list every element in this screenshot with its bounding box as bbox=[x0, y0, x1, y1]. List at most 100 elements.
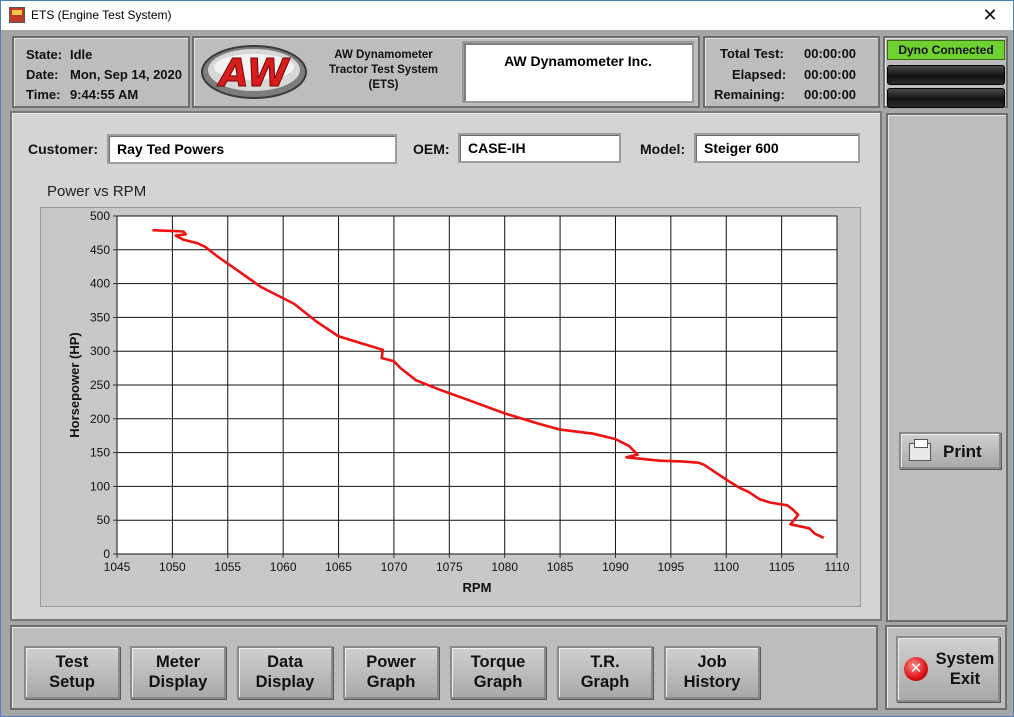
nav-label-line1: Data bbox=[267, 653, 303, 671]
state-value: Idle bbox=[70, 47, 93, 62]
company-display: AW Dynamometer Inc. bbox=[462, 41, 694, 103]
y-tick-label: 300 bbox=[90, 344, 110, 358]
y-tick-label: 100 bbox=[90, 479, 110, 493]
y-axis-label: Horsepower (HP) bbox=[67, 332, 82, 437]
close-circle-icon: ✕ bbox=[904, 657, 928, 681]
close-icon[interactable]: ✕ bbox=[982, 5, 998, 25]
horsepower-series-line bbox=[152, 228, 825, 539]
elapsed-label: Elapsed: bbox=[732, 67, 787, 82]
model-label: Model: bbox=[640, 141, 686, 157]
exit-label: System Exit bbox=[932, 649, 998, 689]
test-setup-button[interactable]: Test Setup bbox=[24, 646, 120, 699]
nav-label-line2: Display bbox=[148, 673, 208, 691]
x-tick-label: 1055 bbox=[214, 560, 241, 574]
aw-logo: AW bbox=[201, 45, 307, 99]
y-tick-label: 200 bbox=[90, 412, 110, 426]
remaining-value: 00:00:00 bbox=[804, 87, 857, 102]
x-tick-label: 1085 bbox=[547, 560, 574, 574]
exit-panel: ✕ System Exit bbox=[885, 625, 1007, 710]
nav-label-line1: T.R. bbox=[590, 653, 620, 671]
data-display-button[interactable]: Data Display bbox=[237, 646, 333, 699]
power-graph-button[interactable]: Power Graph bbox=[343, 646, 439, 699]
time-label: Time: bbox=[26, 87, 61, 102]
indicator-led-1 bbox=[887, 65, 1005, 85]
subtitle-line-2: Tractor Test System bbox=[328, 64, 439, 76]
x-axis-label: RPM bbox=[463, 580, 492, 595]
nav-label-line1: Power bbox=[366, 653, 416, 671]
side-panel: Print bbox=[886, 113, 1008, 622]
printer-icon bbox=[909, 439, 931, 461]
y-tick-label: 0 bbox=[103, 547, 110, 561]
system-exit-button[interactable]: ✕ System Exit bbox=[896, 636, 1000, 702]
nav-label-line2: Display bbox=[255, 673, 315, 691]
y-tick-label: 400 bbox=[90, 277, 110, 291]
print-button-label: Print bbox=[943, 442, 982, 461]
logo-text: AW bbox=[216, 51, 290, 95]
title-bar: ETS (Engine Test System) ✕ bbox=[1, 1, 1013, 30]
subtitle-line-3: (ETS) bbox=[368, 79, 399, 91]
system-subtitle: AW Dynamometer Tractor Test System (ETS) bbox=[316, 48, 451, 93]
y-tick-label: 50 bbox=[97, 513, 111, 527]
customer-field[interactable]: Ray Ted Powers bbox=[107, 134, 397, 164]
x-tick-label: 1110 bbox=[825, 560, 850, 574]
x-tick-label: 1095 bbox=[657, 560, 684, 574]
x-tick-label: 1075 bbox=[436, 560, 463, 574]
brand-panel: AW AW Dynamometer Tractor Test System (E… bbox=[192, 36, 700, 108]
time-value: 9:44:55 AM bbox=[70, 87, 139, 102]
torque-graph-button[interactable]: Torque Graph bbox=[450, 646, 546, 699]
power-vs-rpm-chart: 1045 1050 1055 1060 1065 1070 1075 1080 1085 1090… bbox=[67, 209, 850, 595]
oem-field[interactable]: CASE-IH bbox=[458, 133, 621, 163]
meter-display-button[interactable]: Meter Display bbox=[130, 646, 226, 699]
total-test-value: 00:00:00 bbox=[804, 46, 857, 61]
exit-label-line2: Exit bbox=[949, 670, 981, 688]
x-tick-label: 1090 bbox=[602, 560, 629, 574]
y-tick-label: 150 bbox=[90, 446, 110, 460]
window-title: ETS (Engine Test System) bbox=[31, 8, 172, 22]
x-tick-label: 1070 bbox=[381, 560, 408, 574]
nav-label-line2: History bbox=[683, 673, 741, 691]
x-tick-label: 1105 bbox=[769, 560, 795, 574]
x-tick-label: 1065 bbox=[325, 560, 352, 574]
total-test-label: Total Test: bbox=[720, 46, 784, 61]
x-tick-label: 1045 bbox=[104, 560, 131, 574]
dyno-connected-badge: Dyno Connected bbox=[887, 40, 1005, 60]
date-label: Date: bbox=[26, 67, 59, 82]
nav-label-line1: Meter bbox=[155, 653, 200, 671]
nav-label-line2: Graph bbox=[473, 673, 523, 691]
timer-panel: Total Test: 00:00:00 Elapsed: 00:00:00 R… bbox=[703, 36, 880, 108]
elapsed-value: 00:00:00 bbox=[804, 67, 857, 82]
tr-graph-button[interactable]: T.R. Graph bbox=[557, 646, 653, 699]
y-tick-label: 250 bbox=[90, 378, 110, 392]
x-tick-label: 1100 bbox=[713, 560, 739, 574]
main-panel: Customer: Ray Ted Powers OEM: CASE-IH Mo… bbox=[10, 111, 882, 621]
y-tick-label: 450 bbox=[90, 243, 110, 257]
y-tick-label: 350 bbox=[90, 310, 110, 324]
x-tick-label: 1060 bbox=[270, 560, 297, 574]
x-tick-label: 1050 bbox=[159, 560, 186, 574]
nav-label-line1: Torque bbox=[470, 653, 526, 671]
status-panel: State: Idle Date: Mon, Sep 14, 2020 Time… bbox=[12, 36, 190, 108]
company-name: AW Dynamometer Inc. bbox=[504, 53, 652, 69]
chart-frame: 1045 1050 1055 1060 1065 1070 1075 1080 1085 1090… bbox=[40, 207, 861, 607]
print-button[interactable]: Print bbox=[899, 432, 1001, 469]
graph-title: Power vs RPM bbox=[47, 183, 147, 200]
oem-label: OEM: bbox=[413, 141, 450, 157]
model-field[interactable]: Steiger 600 bbox=[694, 133, 860, 163]
nav-label-line2: Graph bbox=[366, 673, 416, 691]
exit-label-line1: System bbox=[935, 650, 995, 668]
y-tick-label: 500 bbox=[90, 209, 110, 223]
nav-label-line2: Graph bbox=[580, 673, 630, 691]
nav-label-line2: Setup bbox=[49, 673, 95, 691]
state-label: State: bbox=[26, 47, 63, 62]
indicator-led-2 bbox=[887, 88, 1005, 108]
customer-label: Customer: bbox=[28, 141, 99, 157]
app-logo-icon bbox=[9, 7, 25, 23]
remaining-label: Remaining: bbox=[714, 87, 785, 102]
x-tick-label: 1080 bbox=[491, 560, 518, 574]
subtitle-line-1: AW Dynamometer bbox=[334, 49, 433, 61]
nav-label-line1: Job bbox=[697, 653, 727, 671]
navigation-panel: Test Setup Meter Display Data Display Po… bbox=[10, 625, 878, 710]
job-history-button[interactable]: Job History bbox=[664, 646, 760, 699]
nav-label-line1: Test bbox=[55, 653, 89, 671]
